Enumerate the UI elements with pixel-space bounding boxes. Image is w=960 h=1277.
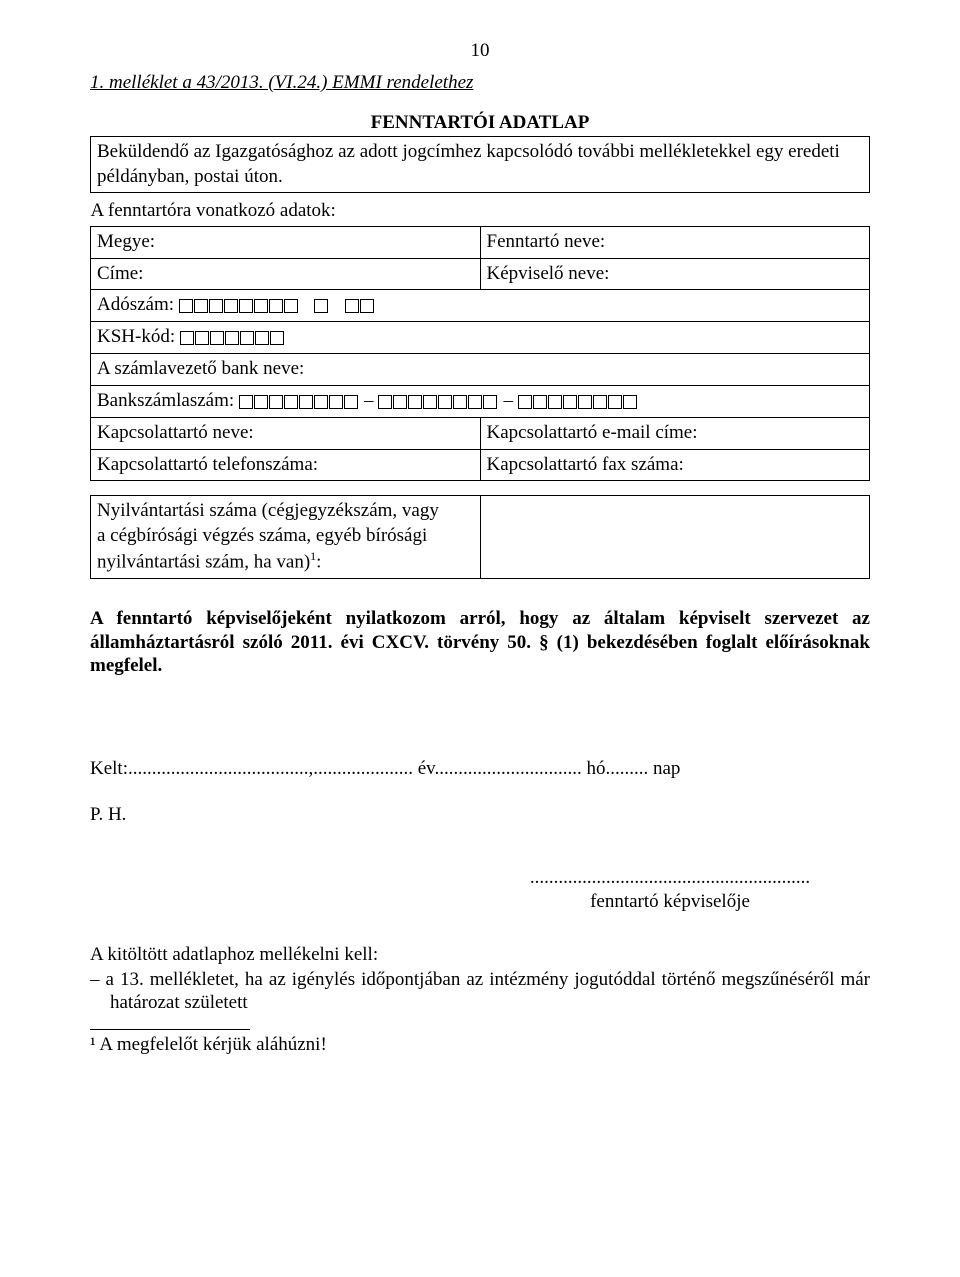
ksh-label: KSH-kód: <box>97 326 175 347</box>
cell-ksh: KSH-kód: <box>91 322 870 354</box>
ph: P. H. <box>90 804 870 826</box>
attachments-item: – a 13. mellékletet, ha az igénylés időp… <box>90 968 870 1016</box>
intro-cell: Beküldendő az Igazgatósághoz az adott jo… <box>91 137 870 193</box>
nreg-left: Nyilvántartási száma (cégjegyzékszám, va… <box>91 496 481 578</box>
adoszam-label: Adószám: <box>97 294 174 315</box>
reference-line: 1. melléklet a 43/2013. (VI.24.) EMMI re… <box>90 72 870 94</box>
cell-kapcs-email: Kapcsolattartó e-mail címe: <box>480 418 870 450</box>
nreg-l2: a cégbírósági végzés száma, egyéb bírósá… <box>97 525 427 546</box>
declaration: A fenntartó képviselőjeként nyilatkozom … <box>90 607 870 678</box>
cell-bank-neve: A számlavezető bank neve: <box>91 354 870 386</box>
nreg-table: Nyilvántartási száma (cégjegyzékszám, va… <box>90 495 870 578</box>
nreg-l3: nyilvántartási szám, ha van) <box>97 551 310 572</box>
nreg-colon: : <box>316 551 321 572</box>
footnote: ¹ A megfelelőt kérjük aláhúzni! <box>90 1034 870 1056</box>
page: 10 1. melléklet a 43/2013. (VI.24.) EMMI… <box>0 0 960 1277</box>
signature-dots: ........................................… <box>530 867 810 888</box>
cell-kepviselo-neve: Képviselő neve: <box>480 258 870 290</box>
nreg-l1: Nyilvántartási száma (cégjegyzékszám, va… <box>97 500 439 521</box>
cell-kapcs-fax: Kapcsolattartó fax száma: <box>480 449 870 481</box>
footnote-rule <box>90 1029 250 1030</box>
bankszamla-label: Bankszámlaszám: <box>97 390 234 411</box>
cell-cime: Címe: <box>91 258 481 290</box>
nreg-right <box>480 496 870 578</box>
cell-adoszam: Adószám: <box>91 290 870 322</box>
bankszamla-boxes: – – <box>239 389 638 414</box>
signature-block: ........................................… <box>470 866 870 914</box>
cell-kapcs-neve: Kapcsolattartó neve: <box>91 418 481 450</box>
attachments-head: A kitöltött adatlaphoz mellékelni kell: <box>90 944 870 966</box>
section1-head: A fenntartóra vonatkozó adatok: <box>91 193 870 227</box>
signature-label: fenntartó képviselője <box>590 891 750 912</box>
form-title: FENNTARTÓI ADATLAP <box>90 112 870 134</box>
kelt-line: Kelt:...................................… <box>90 758 870 780</box>
cell-kapcs-tel: Kapcsolattartó telefonszáma: <box>91 449 481 481</box>
form-table: Beküldendő az Igazgatósághoz az adott jo… <box>90 136 870 481</box>
adoszam-boxes <box>179 294 375 319</box>
cell-megye: Megye: <box>91 227 481 259</box>
ksh-boxes <box>180 326 285 351</box>
cell-fenntarto-neve: Fenntartó neve: <box>480 227 870 259</box>
cell-bankszamla: Bankszámlaszám: – – <box>91 386 870 418</box>
page-number: 10 <box>90 40 870 62</box>
